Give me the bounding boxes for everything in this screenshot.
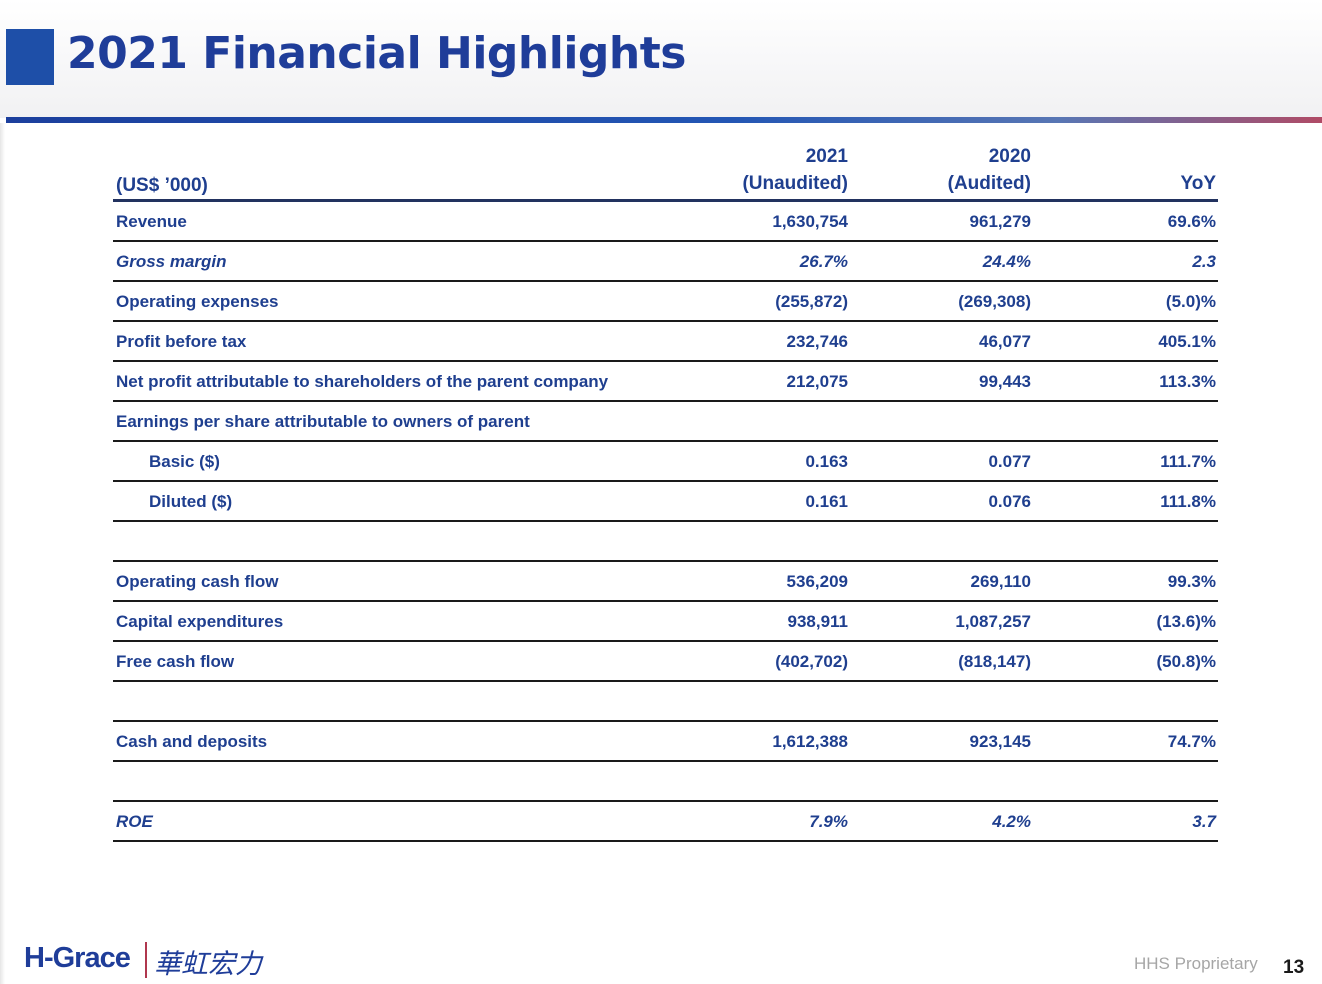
value-yoy: 2.3	[1192, 252, 1216, 271]
value-yoy: (5.0)%	[1165, 292, 1216, 311]
table-row-spacer	[113, 682, 1218, 722]
logo-text-en: H-Grace	[24, 942, 131, 974]
table-header: (US$ ’000) 2021 (Unaudited) 2020 (Audite…	[113, 145, 1218, 202]
column-header-year: 2021	[805, 146, 848, 167]
table-row: Operating cash flow 536,209 269,110 99.3…	[113, 562, 1218, 602]
table-row: Diluted ($) 0.161 0.076 111.8%	[113, 482, 1218, 522]
row-label: Operating cash flow	[116, 572, 279, 591]
table-row: Revenue 1,630,754 961,279 69.6%	[113, 202, 1218, 242]
row-label: Net profit attributable to shareholders …	[116, 372, 609, 391]
row-label: ROE	[116, 812, 153, 831]
table-row: Operating expenses (255,872) (269,308) (…	[113, 282, 1218, 322]
row-label: Capital expenditures	[116, 612, 284, 631]
row-label: Free cash flow	[116, 652, 235, 671]
value-2021: 0.161	[805, 492, 848, 511]
table-row: Profit before tax 232,746 46,077 405.1%	[113, 322, 1218, 362]
logo-separator	[145, 942, 147, 978]
value-2020: 923,145	[969, 732, 1031, 751]
value-2020: 961,279	[969, 212, 1031, 231]
value-2020: 46,077	[979, 332, 1031, 351]
value-yoy: 111.8%	[1160, 492, 1216, 511]
table-row-spacer	[113, 522, 1218, 562]
logo-text-cn: 華虹宏力	[154, 949, 262, 980]
table-row: Cash and deposits 1,612,388 923,145 74.7…	[113, 722, 1218, 762]
value-2020: 99,443	[979, 372, 1031, 391]
value-2021: (255,872)	[775, 292, 848, 311]
financial-table: (US$ ’000) 2021 (Unaudited) 2020 (Audite…	[113, 145, 1218, 842]
value-2020: 0.077	[988, 452, 1031, 471]
left-edge-shadow	[0, 123, 5, 984]
value-2020: (269,308)	[958, 292, 1031, 311]
value-2021: 26.7%	[799, 252, 848, 271]
title-accent-square	[6, 29, 54, 85]
unit-label: (US$ ’000)	[116, 175, 208, 196]
column-header-note: (Audited)	[947, 173, 1031, 194]
row-label: Earnings per share attributable to owner…	[116, 412, 530, 431]
value-2021: 938,911	[787, 612, 848, 631]
column-header-year: 2020	[988, 146, 1031, 167]
value-2020: 269,110	[970, 572, 1031, 591]
value-2020: 0.076	[988, 492, 1031, 511]
page-title: 2021 Financial Highlights	[67, 28, 686, 79]
value-yoy: 113.3%	[1159, 372, 1216, 391]
value-yoy: 69.6%	[1167, 212, 1216, 231]
table-row-spacer	[113, 762, 1218, 802]
value-2020: (818,147)	[958, 652, 1031, 671]
value-2021: (402,702)	[775, 652, 848, 671]
row-label: Cash and deposits	[116, 732, 268, 751]
value-2021: 0.163	[805, 452, 848, 471]
row-label: Operating expenses	[116, 292, 279, 311]
header-band	[0, 0, 1322, 118]
column-header-2021: 2021 (Unaudited)	[742, 143, 848, 197]
page-number: 13	[1283, 957, 1305, 978]
row-label: Basic ($)	[149, 452, 220, 471]
column-header-note: (Unaudited)	[742, 173, 848, 194]
value-yoy: 99.3%	[1167, 572, 1216, 591]
table-row: Net profit attributable to shareholders …	[113, 362, 1218, 402]
value-2021: 212,075	[786, 372, 848, 391]
value-2021: 232,746	[786, 332, 848, 351]
company-logo: H-Grace 華虹宏力	[24, 940, 264, 980]
value-2021: 1,612,388	[772, 732, 848, 751]
value-yoy: 111.7%	[1160, 452, 1216, 471]
value-yoy: 74.7%	[1167, 732, 1216, 751]
value-2021: 7.9%	[809, 812, 848, 831]
column-header-yoy: YoY	[1180, 170, 1216, 197]
value-yoy: 405.1%	[1158, 332, 1216, 351]
value-2021: 1,630,754	[772, 212, 848, 231]
value-yoy: (50.8)%	[1156, 652, 1216, 671]
column-header-label: YoY	[1180, 173, 1216, 194]
value-yoy: (13.6)%	[1156, 612, 1216, 631]
title-divider	[6, 117, 1322, 123]
table-row: Free cash flow (402,702) (818,147) (50.8…	[113, 642, 1218, 682]
footer-proprietary-note: HHS Proprietary	[1134, 954, 1258, 973]
table-row: Capital expenditures 938,911 1,087,257 (…	[113, 602, 1218, 642]
row-label: Gross margin	[116, 252, 227, 271]
row-label: Revenue	[116, 212, 187, 231]
value-2020: 24.4%	[982, 252, 1031, 271]
table-row: Gross margin 26.7% 24.4% 2.3	[113, 242, 1218, 282]
table-row: Basic ($) 0.163 0.077 111.7%	[113, 442, 1218, 482]
table-row: ROE 7.9% 4.2% 3.7	[113, 802, 1218, 842]
value-2021: 536,209	[786, 572, 848, 591]
value-2020: 4.2%	[992, 812, 1031, 831]
row-label: Diluted ($)	[149, 492, 233, 511]
value-yoy: 3.7	[1192, 812, 1216, 831]
row-label: Profit before tax	[116, 332, 247, 351]
column-header-2020: 2020 (Audited)	[948, 143, 1031, 197]
value-2020: 1,087,257	[955, 612, 1031, 631]
table-row: Earnings per share attributable to owner…	[113, 402, 1218, 442]
